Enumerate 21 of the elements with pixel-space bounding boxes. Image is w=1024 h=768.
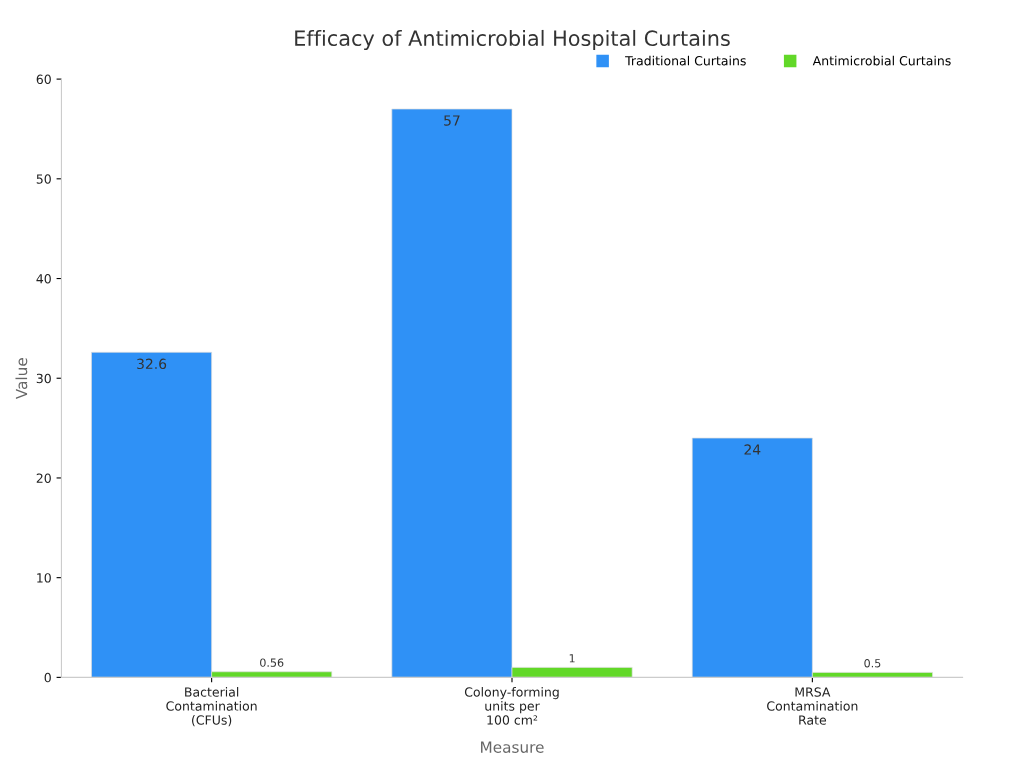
data-label: 24	[744, 444, 761, 455]
legend-label: Antimicrobial Curtains	[812, 55, 951, 66]
y-tick-label: 30	[36, 373, 51, 384]
chart-title: Efficacy of Antimicrobial Hospital Curtains	[295, 29, 730, 51]
x-axis-title: Measure	[481, 741, 544, 753]
y-tick-label: 20	[36, 473, 51, 483]
data-label: 57	[444, 115, 460, 126]
y-tick-label: 0	[44, 672, 51, 683]
y-tick-label: 50	[36, 174, 51, 184]
y-tick-label: 40	[36, 274, 51, 284]
x-tick-label: MRSA Contamination Rate	[767, 687, 858, 725]
data-label: 0.56	[260, 658, 284, 667]
data-label: 0.5	[864, 659, 881, 668]
x-tick-label: Colony-forming units per 100 cm²	[464, 687, 559, 725]
legend-label: Traditional Curtains	[625, 55, 746, 66]
y-tick-label: 10	[37, 573, 51, 583]
y-axis-title: Value	[15, 358, 28, 400]
x-tick-label: Bacterial Contamination (CFUs)	[166, 687, 257, 727]
data-label: 1	[569, 654, 575, 663]
y-tick-label: 60	[36, 74, 51, 85]
data-label: 32.6	[137, 358, 167, 370]
